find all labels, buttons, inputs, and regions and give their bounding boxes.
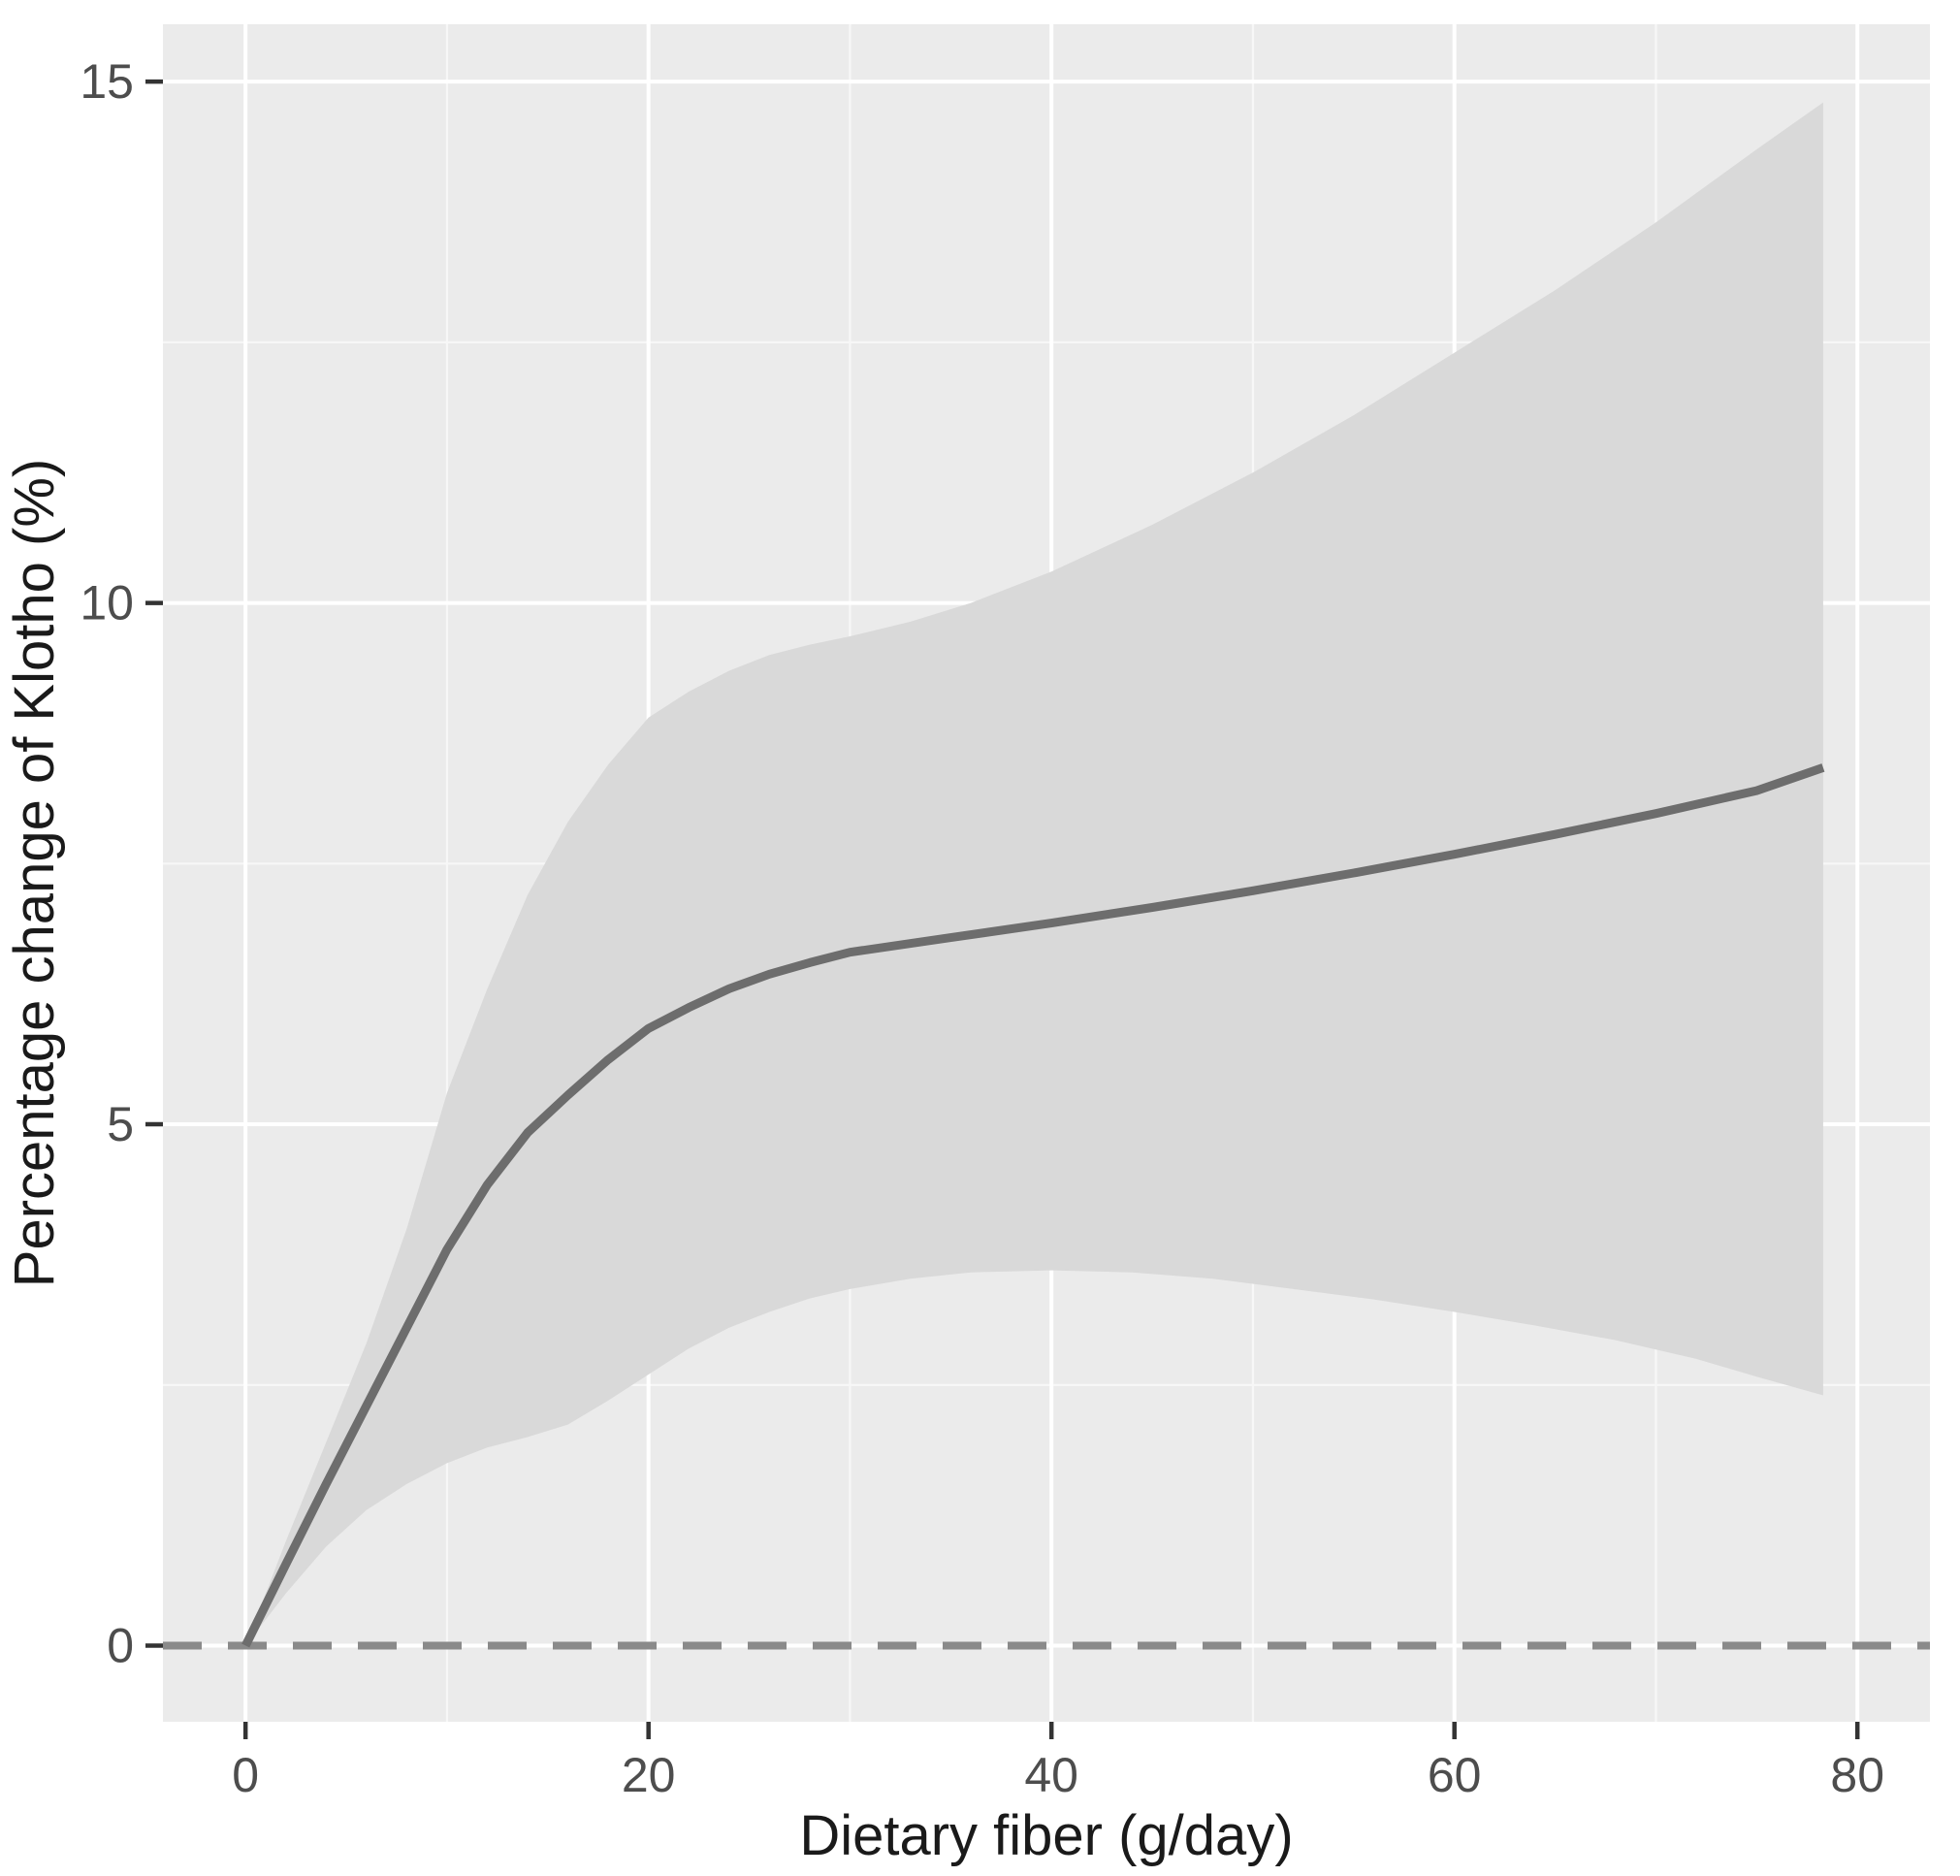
x-tick-label: 40: [1024, 1748, 1078, 1802]
x-tick-label: 80: [1830, 1748, 1884, 1802]
x-tick-label: 20: [622, 1748, 676, 1802]
x-tick-label: 0: [232, 1748, 259, 1802]
x-axis-title: Dietary fiber (g/day): [799, 1804, 1293, 1867]
axis-layer: 0 5 10 15 0 20 40 60 80: [80, 54, 1884, 1802]
y-tick-label: 5: [107, 1097, 134, 1151]
confidence-band-layer: [245, 102, 1823, 1646]
confidence-band: [245, 102, 1823, 1646]
y-tick-label: 10: [80, 576, 134, 631]
x-tick-label: 60: [1428, 1748, 1482, 1802]
y-axis-title: Percentage change of Klotho (%): [3, 459, 66, 1287]
y-tick-label: 15: [80, 54, 134, 109]
fitted-curve-layer: [241, 763, 1825, 1648]
y-tick-label: 0: [107, 1619, 134, 1673]
fitted-curve: [241, 763, 1825, 1648]
